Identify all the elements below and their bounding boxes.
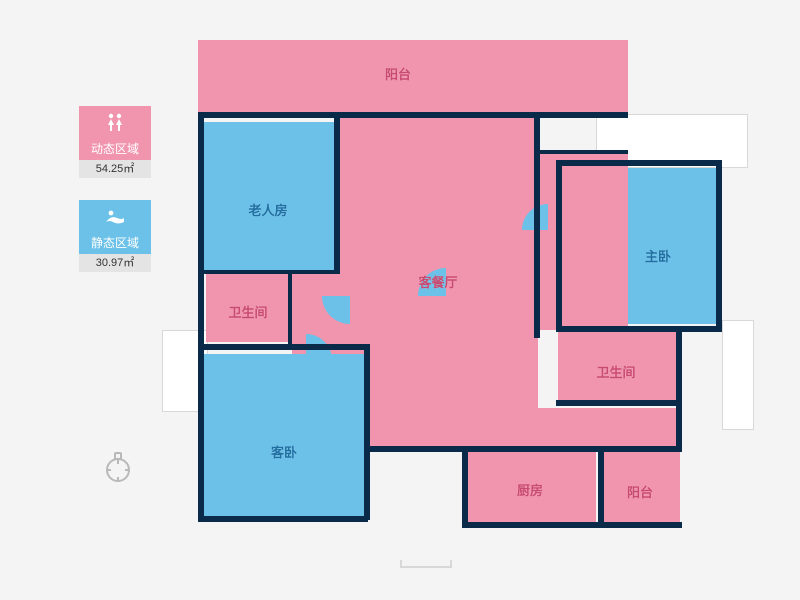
wall-segment — [462, 452, 468, 526]
wall-segment — [364, 350, 370, 520]
wall-segment — [676, 332, 682, 406]
wall-segment — [204, 344, 370, 350]
wall-segment — [556, 160, 562, 330]
wall-segment — [198, 112, 204, 344]
door-arc — [522, 204, 574, 256]
wall-segment — [288, 274, 292, 346]
floorplan-canvas: 阳台客餐厅老人房卫生间客卧主卧卫生间厨房阳台动态区域54.25㎡静态区域30.9… — [0, 0, 800, 600]
legend-static-value: 30.97㎡ — [79, 254, 151, 272]
wall-segment — [198, 516, 368, 522]
door-arc — [418, 268, 474, 324]
wall-segment — [368, 446, 682, 452]
wall-segment — [716, 160, 722, 330]
legend-static-icon — [79, 200, 151, 232]
wall-segment — [676, 404, 682, 452]
wall-segment — [556, 326, 722, 332]
wall-segment — [556, 400, 682, 406]
room-阳台 — [198, 40, 628, 112]
plan-outline — [722, 320, 754, 430]
room-卫生间2 — [558, 332, 680, 402]
entrance-marker — [400, 560, 452, 568]
wall-segment — [598, 452, 604, 526]
room-老人房 — [204, 122, 336, 272]
compass-icon — [100, 450, 136, 486]
wall-segment — [556, 160, 722, 166]
legend-dynamic: 动态区域54.25㎡ — [79, 106, 151, 178]
wall-segment — [534, 150, 628, 154]
room-卫生间 — [206, 274, 292, 342]
wall-segment — [204, 270, 336, 274]
legend-dynamic-title: 动态区域 — [79, 138, 151, 160]
door-arc — [322, 268, 378, 324]
legend-static-title: 静态区域 — [79, 232, 151, 254]
wall-segment — [198, 112, 628, 118]
legend-dynamic-value: 54.25㎡ — [79, 160, 151, 178]
wall-segment — [198, 344, 204, 520]
room-客卧 — [204, 354, 366, 518]
legend-static: 静态区域30.97㎡ — [79, 200, 151, 272]
room-厨房 — [466, 448, 596, 526]
wall-segment — [462, 522, 682, 528]
wall-segment — [334, 118, 340, 274]
legend-dynamic-icon — [79, 106, 151, 138]
room-阳台2 — [604, 452, 680, 526]
